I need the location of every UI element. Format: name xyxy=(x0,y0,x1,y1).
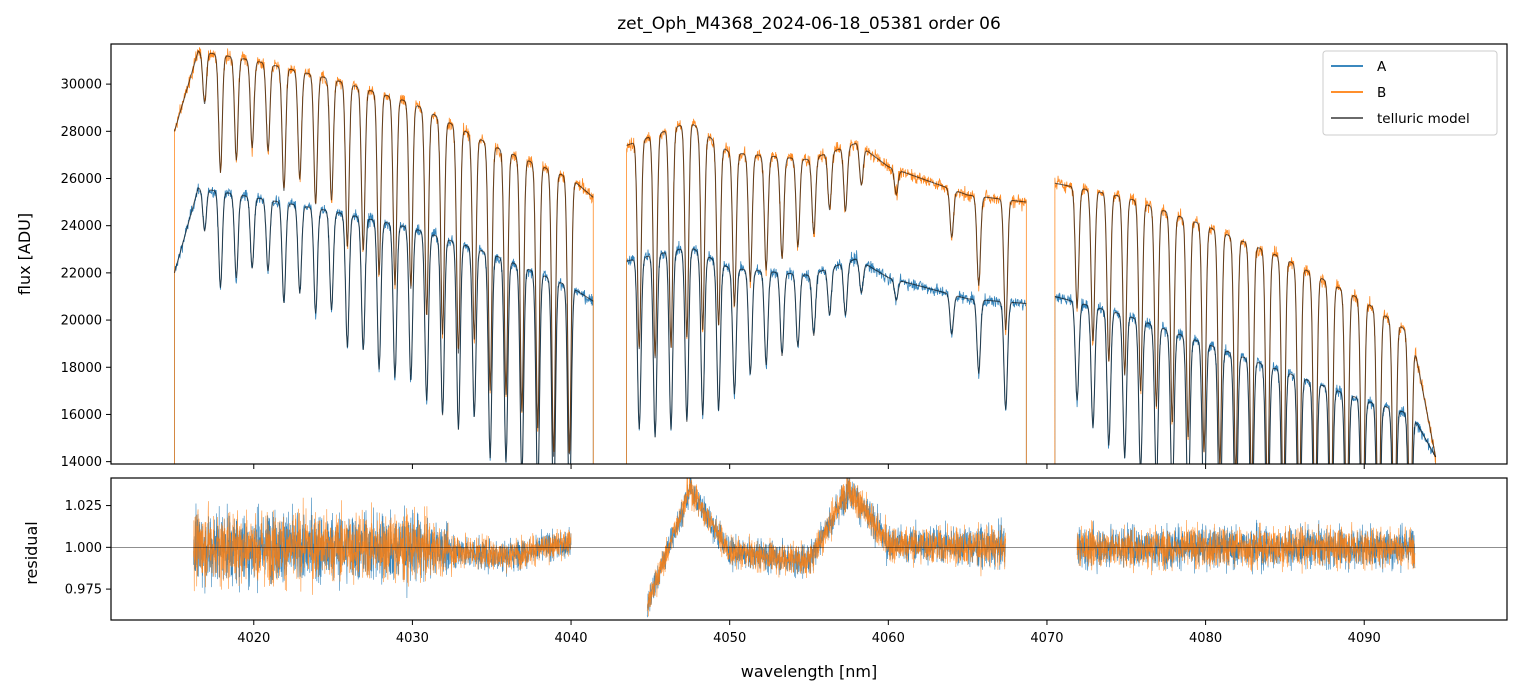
flux-y-ticks: 14000 16000 18000 20000 22000 24000 26000 28000… xyxy=(61,78,111,470)
flux-panel: 14000 16000 18000 20000 22000 24000 26000 28000… xyxy=(15,43,1508,470)
flux-axes-frame xyxy=(110,43,1508,465)
residual-y-tick-label: 0.975 xyxy=(65,583,102,598)
residual-axes-frame xyxy=(110,477,1508,621)
residual-y-tick-label: 1.025 xyxy=(65,499,102,514)
telluric-model-a-segment-1 xyxy=(173,187,594,464)
residual-x-tick-label: 4020 xyxy=(237,631,270,646)
legend-label-b: B xyxy=(1377,85,1386,101)
flux-y-tick-label: 22000 xyxy=(61,266,102,281)
residual-panel: 0.975 1.000 1.025 4020 4030 4040 4050 4060 4070… xyxy=(22,477,1508,681)
residual-b-segment-2 xyxy=(646,478,1007,617)
residual-x-tick-label: 4060 xyxy=(872,631,905,646)
series-a-segment-1 xyxy=(174,183,594,464)
residual-b-segment-3 xyxy=(1076,519,1416,576)
legend-label-telluric: telluric model xyxy=(1377,111,1470,127)
legend-label-a: A xyxy=(1377,59,1387,75)
residual-x-ticks: 4020 4030 4040 4050 4060 4070 4080 4090 xyxy=(237,620,1381,646)
flux-y-tick-label: 20000 xyxy=(61,314,102,329)
telluric-model-b-segment-2 xyxy=(626,123,1027,359)
residual-x-tick-label: 4050 xyxy=(713,631,746,646)
residual-y-axis-label: residual xyxy=(22,521,41,584)
residual-x-tick-label: 4090 xyxy=(1348,631,1381,646)
flux-y-tick-label: 26000 xyxy=(61,172,102,187)
legend-box xyxy=(1322,50,1498,136)
flux-y-axis-label: flux [ADU] xyxy=(15,213,34,295)
residual-b-segment-1 xyxy=(193,497,572,595)
flux-series-group xyxy=(173,47,1437,464)
residual-x-tick-label: 4070 xyxy=(1030,631,1063,646)
chart-title: zet_Oph_M4368_2024-06-18_05381 order 06 xyxy=(617,14,1001,34)
flux-y-tick-label: 16000 xyxy=(61,408,102,423)
flux-x-ticks xyxy=(253,464,1365,469)
series-b-segment-2 xyxy=(626,118,1027,464)
residual-y-ticks: 0.975 1.000 1.025 xyxy=(65,499,111,598)
residual-x-tick-label: 4040 xyxy=(554,631,587,646)
residual-x-tick-label: 4080 xyxy=(1189,631,1222,646)
residual-x-tick-label: 4030 xyxy=(396,631,429,646)
telluric-model-b-segment-1 xyxy=(173,50,594,457)
series-b-segment-3 xyxy=(1054,175,1437,464)
flux-y-tick-label: 30000 xyxy=(61,78,102,93)
telluric-model-a-segment-2 xyxy=(626,248,1027,438)
telluric-model-a-segment-3 xyxy=(1054,295,1437,464)
flux-y-tick-label: 18000 xyxy=(61,361,102,376)
residual-y-tick-label: 1.000 xyxy=(65,541,102,556)
residual-series-group xyxy=(111,478,1507,618)
x-axis-label: wavelength [nm] xyxy=(741,662,878,681)
flux-y-tick-label: 24000 xyxy=(61,219,102,234)
flux-y-tick-label: 28000 xyxy=(61,125,102,140)
flux-y-tick-label: 14000 xyxy=(61,455,102,470)
telluric-model-b-segment-3 xyxy=(1054,182,1437,464)
legend: A B telluric model xyxy=(1322,50,1498,136)
